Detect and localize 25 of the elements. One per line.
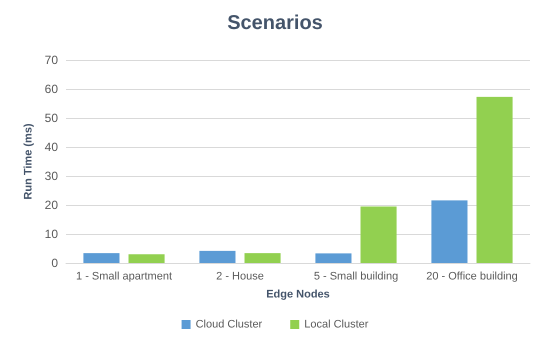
legend-label: Cloud Cluster — [196, 318, 263, 330]
bar — [315, 253, 352, 263]
y-tick-label: 70 — [44, 53, 58, 67]
x-tick-label: 20 - Office building — [426, 270, 518, 282]
bar — [199, 250, 236, 263]
bar — [83, 253, 120, 263]
x-axis-title: Edge Nodes — [266, 288, 330, 300]
x-tick-label: 2 - House — [216, 270, 264, 282]
x-tick-label: 5 - Small building — [314, 270, 398, 282]
bar — [360, 206, 397, 263]
bar — [431, 200, 468, 263]
chart-title: Scenarios — [227, 12, 323, 34]
y-tick-label: 50 — [44, 111, 58, 125]
y-tick-label: 60 — [44, 82, 58, 96]
bar — [476, 96, 513, 263]
y-axis-title: Run Time (ms) — [22, 123, 34, 200]
bar — [244, 253, 281, 263]
y-tick-label: 10 — [44, 227, 58, 241]
y-tick-label: 30 — [44, 169, 58, 183]
x-tick-label: 1 - Small apartment — [76, 270, 172, 282]
y-tick-label: 40 — [44, 140, 58, 154]
y-tick-label: 20 — [44, 198, 58, 212]
legend-label: Local Cluster — [304, 318, 369, 330]
y-tick-label: 0 — [51, 256, 58, 270]
bar — [128, 254, 165, 263]
